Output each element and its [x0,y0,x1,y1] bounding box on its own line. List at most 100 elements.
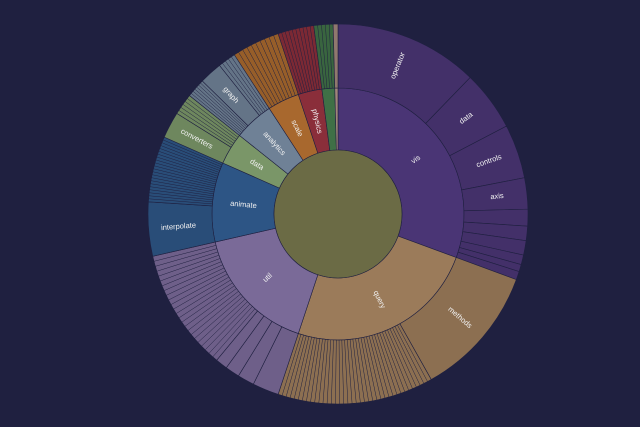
leaf-divider [349,339,357,404]
leaf-divider [318,339,326,404]
leaf-divider [149,192,213,201]
leaf-divider [155,248,217,267]
leaf-divider [284,31,304,94]
leaf-divider [154,165,217,183]
leaf-divider [255,42,284,101]
leaf-divider [148,198,213,205]
leaf-divider [382,331,406,392]
leaf-divider [149,189,214,199]
leaf-divider [178,110,233,146]
leaf-divider [166,267,225,296]
leaf-divider [331,339,334,404]
leaf-divider [156,156,218,177]
leaf-divider [162,139,223,166]
leaf-divider [379,332,402,394]
leaf-divider [314,339,323,403]
leaf-divider [302,337,315,401]
leaf-divider [347,339,353,404]
leaf-divider [156,251,218,272]
leaf-divider [288,30,306,93]
leaf-divider [152,174,215,189]
leaf-divider [148,195,213,203]
leaf-divider [161,142,222,167]
leaf-divider [341,339,345,404]
leaf-divider [238,52,273,107]
leaf-divider [389,328,417,388]
leaf-divider [326,339,332,404]
leaf-divider [309,26,320,90]
leaf-divider [187,291,239,331]
leaf-divider [338,339,340,404]
leaf-divider [306,26,318,90]
leaf-divider [321,24,328,89]
leaf-divider [228,58,266,112]
leaf-divider [191,293,241,335]
leaf-divider [153,245,217,262]
leaf-divider [366,336,382,400]
leaf-divider [150,180,214,193]
leaf-divider [387,329,413,389]
leaf-divider [204,303,251,351]
leaf-divider [201,301,248,347]
leaf-divider [178,282,233,319]
leaf-divider [196,86,245,130]
leaf-divider [191,93,241,135]
leaf-divider [208,306,253,354]
leaf-divider [176,279,231,314]
segment-cat9-child-0[interactable] [332,23,339,89]
leaf-divider [149,186,214,197]
leaf-divider [281,32,301,94]
leaf-divider [344,339,349,404]
leaf-divider [150,183,214,195]
leaf-divider [160,145,221,169]
leaf-divider [291,29,308,92]
leaf-divider [212,308,256,358]
leaf-divider [306,338,318,402]
leaf-divider [155,159,218,179]
leaf-divider [392,327,421,386]
leaf-divider [246,47,278,104]
leaf-divider [384,330,409,391]
leaf-divider [273,35,296,96]
leaf-divider [285,335,304,397]
leaf-divider [192,91,242,133]
leaf-divider [194,88,244,132]
leaf-divider [268,36,293,97]
leaf-divider [157,153,219,175]
leaf-divider [152,171,216,187]
leaf-divider [289,335,307,398]
center-circle[interactable] [273,149,403,279]
leaf-divider [151,177,215,191]
leaf-divider [184,288,237,327]
leaf-divider [322,339,329,404]
leaf-divider [394,326,425,384]
leaf-divider [335,339,337,404]
leaf-divider [184,101,237,140]
leaf-divider [182,104,236,142]
leaf-divider [328,24,333,89]
leaf-divider [368,336,386,399]
leaf-divider [352,339,361,403]
leaf-divider [231,56,268,110]
leaf-divider [250,44,281,103]
leaf-divider [158,151,220,173]
leaf-divider [363,337,378,401]
leaf-divider [281,334,302,396]
leaf-divider [222,63,262,115]
leaf-divider [170,273,228,305]
leaf-divider [293,336,310,399]
leaf-divider [198,84,246,129]
leaf-divider [158,254,220,277]
leaf-divider [360,337,373,401]
leaf-divider [168,270,226,301]
leaf-divider [181,285,235,323]
leaf-divider [355,338,365,403]
leaf-divider [242,49,275,106]
leaf-divider [187,98,239,138]
leaf-divider [197,298,246,343]
leaf-divider [154,162,217,181]
leaf-divider [317,25,325,89]
leaf-divider [164,264,223,291]
leaf-divider [173,276,230,310]
